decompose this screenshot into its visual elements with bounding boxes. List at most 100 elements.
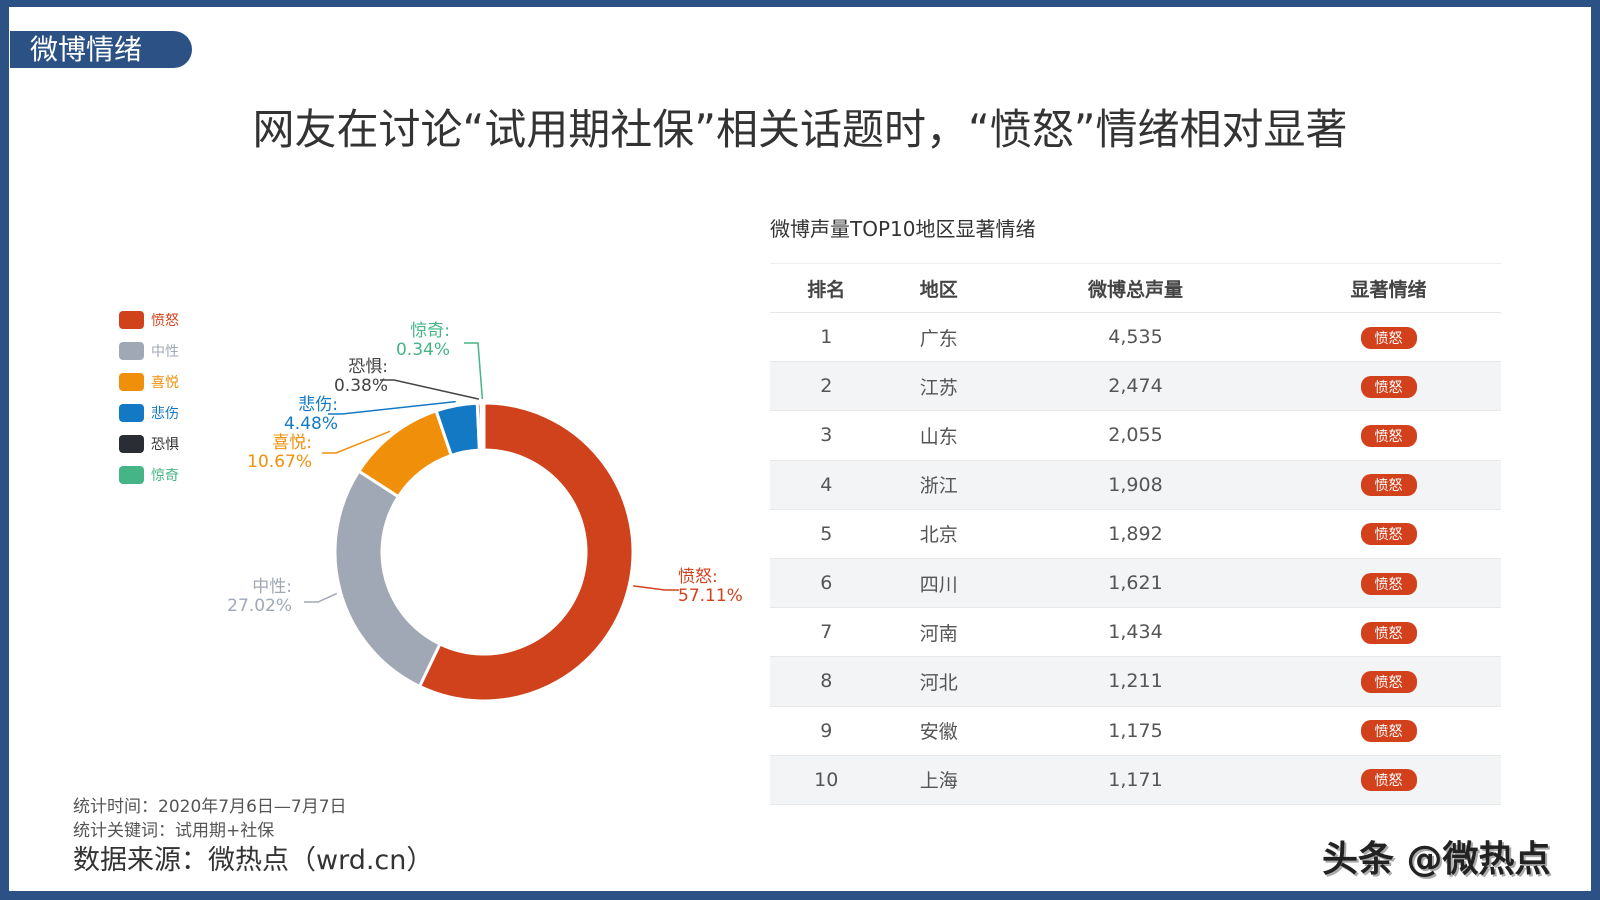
table-cell: 7 [770,607,883,658]
legend-swatch [119,434,144,453]
col-header: 地区 [882,263,995,313]
slice-5[interactable] [479,401,486,452]
emotion-badge: 愤怒 [1360,621,1417,644]
legend-swatch [119,465,144,484]
table-cell: 1,908 [994,460,1277,510]
legend-label: 恐惧 [151,436,179,453]
table-cell: 浙江 [882,460,995,510]
table-row: 6 四川 1,621 愤怒 [770,558,1501,609]
table-cell: 江苏 [882,361,995,412]
emotion-badge: 愤怒 [1360,720,1417,743]
legend-label: 惊奇 [151,467,179,484]
legend-item[interactable]: 恐惧 [119,428,179,459]
emotion-badge: 愤怒 [1360,769,1417,792]
table-cell: 愤怒 [1276,312,1501,363]
table-row: 10 上海 1,171 愤怒 [770,755,1501,805]
table-cell: 上海 [882,755,995,805]
legend-item[interactable]: 喜悦 [119,366,179,397]
table-cell: 2,055 [994,410,1277,461]
label-line [328,400,456,415]
label-line [304,592,338,603]
frame-right [1591,0,1600,900]
col-header: 排名 [770,263,883,313]
section-tag: 微博情绪 [10,31,192,68]
slice-name: 中性: [252,577,292,597]
slice-name: 恐惧: [348,357,388,377]
table-cell: 四川 [882,558,995,609]
table-cell: 4,535 [994,312,1277,363]
slice-label: 27.02% [227,596,292,616]
col-header: 微博总声量 [994,263,1277,313]
table-row: 5 北京 1,892 愤怒 [770,509,1501,559]
slice-label: 0.38% [334,376,388,396]
table-cell: 2,474 [994,361,1277,412]
frame-top [0,0,1600,7]
table-row: 7 河南 1,434 愤怒 [770,607,1501,658]
emotion-badge: 愤怒 [1360,424,1417,447]
watermark: 头条 @微热点 [1322,839,1551,880]
table-cell: 愤怒 [1276,706,1501,756]
slice-0[interactable] [417,401,635,703]
label-line [633,585,679,591]
table-cell: 河北 [882,656,995,707]
table-cell: 4 [770,460,883,510]
label-line [322,430,391,454]
legend-item[interactable]: 惊奇 [119,459,179,490]
legend-item[interactable]: 悲伤 [119,397,179,428]
table-cell: 愤怒 [1276,410,1501,461]
frame-left [0,0,9,900]
legend-item[interactable]: 中性 [119,335,179,366]
table-cell: 愤怒 [1276,558,1501,609]
table-cell: 1,211 [994,656,1277,707]
emotion-badge: 愤怒 [1360,670,1417,693]
data-source: 数据来源：微热点（wrd.cn） [73,845,434,876]
table-cell: 愤怒 [1276,460,1501,510]
stat-keywords: 统计关键词：试用期+社保 [73,821,275,841]
table-row: 8 河北 1,211 愤怒 [770,656,1501,707]
table-cell: 愤怒 [1276,607,1501,658]
region-table: 排名 地区 微博总声量 显著情绪 1 广东 4,535 愤怒 2 江苏 2,474 愤怒 3 山东… [770,263,1501,805]
legend-item[interactable]: 愤怒 [119,304,179,335]
slice-name: 愤怒: [678,567,718,587]
table-cell: 2 [770,361,883,412]
legend-swatch [119,372,144,391]
stat-time: 统计时间：2020年7月6日—7月7日 [73,797,347,817]
emotion-badge: 愤怒 [1360,474,1417,497]
table-cell: 6 [770,558,883,609]
table-title: 微博声量TOP10地区显著情绪 [770,217,1036,241]
emotion-badge: 愤怒 [1360,326,1417,349]
chart-legend: 愤怒中性喜悦悲伤恐惧惊奇 [119,304,179,490]
emotion-badge: 愤怒 [1360,523,1417,546]
table-cell: 1,892 [994,509,1277,559]
donut-chart: 愤怒:57.11% 中性:27.02% 喜悦:10.67% 悲伤:4.48% 恐惧:0.… [227,321,743,703]
legend-label: 悲伤 [151,405,179,422]
table-cell: 广东 [882,312,995,363]
emotion-badge: 愤怒 [1360,375,1417,398]
slice-name: 喜悦: [272,433,312,453]
legend-label: 中性 [151,343,179,360]
table-row: 4 浙江 1,908 愤怒 [770,460,1501,510]
table-cell: 河南 [882,607,995,658]
table-cell: 1,621 [994,558,1277,609]
frame-bottom [0,891,1600,900]
table-row: 3 山东 2,055 愤怒 [770,410,1501,461]
slice-label: 10.67% [247,452,312,472]
slice-1[interactable] [333,469,442,689]
col-header: 显著情绪 [1276,263,1501,313]
legend-swatch [119,341,144,360]
legend-label: 喜悦 [151,374,179,391]
table-cell: 愤怒 [1276,509,1501,559]
table-cell: 愤怒 [1276,656,1501,707]
legend-swatch [119,403,144,422]
page-title: 网友在讨论“试用期社保”相关话题时，“愤怒”情绪相对显著 [252,105,1348,154]
slice-label: 4.48% [284,414,338,434]
legend-label: 愤怒 [151,312,179,329]
slice-name: 悲伤: [298,395,338,415]
table-cell: 北京 [882,509,995,559]
slice-label: 57.11% [678,586,743,606]
table-row: 2 江苏 2,474 愤怒 [770,361,1501,412]
label-line [464,342,484,400]
table-cell: 5 [770,509,883,559]
table-cell: 1,175 [994,706,1277,756]
legend-swatch [119,310,144,329]
